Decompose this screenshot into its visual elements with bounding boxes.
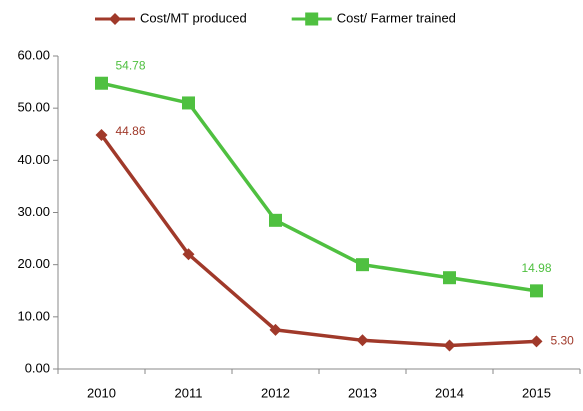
- data-point: [95, 76, 108, 90]
- data-label: 54.78: [116, 58, 146, 72]
- y-tick-label: 50.00: [17, 100, 50, 115]
- data-point: [530, 335, 543, 348]
- x-tick-label: 2015: [522, 385, 551, 400]
- legend-marker: [305, 12, 319, 26]
- data-point: [182, 96, 195, 110]
- x-tick-label: 2012: [261, 385, 290, 400]
- legend-marker: [109, 13, 121, 25]
- y-tick-label: 20.00: [17, 256, 50, 271]
- data-label: 14.98: [521, 261, 551, 275]
- data-point: [182, 248, 195, 261]
- legend-label: Cost/MT produced: [140, 10, 247, 25]
- series-line: [100, 133, 537, 348]
- data-point: [356, 334, 369, 347]
- data-point: [269, 323, 282, 336]
- y-tick-label: 0.00: [25, 360, 50, 375]
- data-point: [356, 258, 369, 272]
- data-point: [95, 128, 108, 141]
- x-tick-label: 2014: [435, 385, 464, 400]
- x-tick-label: 2010: [87, 385, 116, 400]
- data-point: [530, 284, 543, 298]
- data-label: 5.30: [551, 334, 575, 348]
- x-tick-label: 2013: [348, 385, 377, 400]
- y-tick-label: 30.00: [17, 204, 50, 219]
- data-label: 44.86: [116, 124, 146, 138]
- data-point: [269, 213, 282, 227]
- y-tick-label: 60.00: [17, 47, 50, 62]
- y-tick-label: 10.00: [17, 308, 50, 323]
- legend-label: Cost/ Farmer trained: [337, 10, 456, 25]
- y-tick-label: 40.00: [17, 152, 50, 167]
- x-tick-label: 2011: [175, 385, 203, 400]
- data-point: [443, 339, 456, 352]
- data-point: [443, 271, 456, 285]
- series-line: [101, 81, 537, 293]
